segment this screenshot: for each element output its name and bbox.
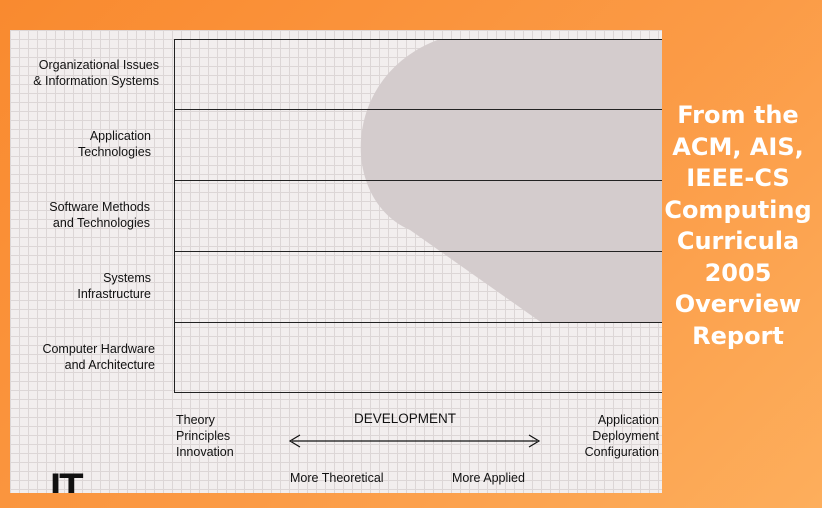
axis-right-label: Application Deployment Configuration — [584, 413, 659, 459]
side-title-line: Overview — [674, 290, 802, 318]
side-title-line: Report — [692, 321, 784, 350]
row-divider — [174, 322, 662, 323]
row-label-software-methods: Software Methods and Technologies — [49, 200, 150, 230]
diagram-frame — [174, 39, 662, 393]
row-label-computer-hardware: Computer Hardware and Architecture — [42, 342, 155, 372]
axis-left-label: Theory Principles Innovation — [176, 413, 234, 459]
side-title-line: Computing — [664, 195, 812, 224]
axis-right-caption: More Applied — [452, 471, 525, 485]
row-divider — [174, 109, 662, 110]
diagram-panel: Organizational Issues & Information Syst… — [10, 30, 662, 493]
side-title-line: Curricula — [676, 227, 800, 255]
side-title-line: ACM, AIS, — [672, 132, 804, 161]
it-coverage-region — [288, 39, 662, 448]
it-mark: IT — [50, 466, 84, 493]
row-label-organizational-issues: Organizational Issues & Information Syst… — [33, 58, 159, 88]
side-title-line: 2005 — [704, 258, 772, 287]
axis-center-label: DEVELOPMENT — [354, 411, 457, 426]
axis-left-caption: More Theoretical — [290, 471, 384, 485]
row-divider — [174, 251, 662, 252]
side-title-line: IEEE-CS — [686, 164, 790, 192]
side-title-line: From the — [677, 101, 799, 129]
row-divider — [174, 180, 662, 181]
side-title: From the ACM, AIS, IEEE-CS Computing Cur… — [660, 100, 816, 352]
row-label-application-technologies: Application Technologies — [78, 129, 151, 159]
row-label-systems-infrastructure: Systems Infrastructure — [77, 271, 151, 301]
development-arrow — [288, 434, 541, 448]
